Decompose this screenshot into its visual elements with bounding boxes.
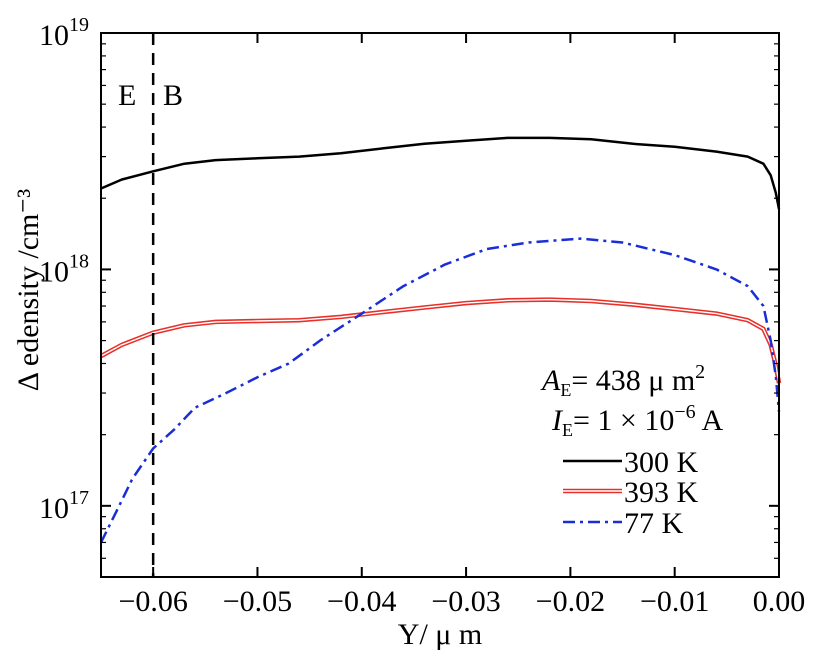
series-0	[100, 136, 781, 210]
legend-label-0: 300 K	[624, 446, 699, 479]
legend-label-2: 77 K	[624, 507, 684, 540]
legend-item-1: 393 K	[563, 476, 699, 509]
x-tick-label-4: −0.02	[536, 585, 605, 618]
x-tick-label-1: −0.05	[223, 585, 292, 618]
legend-item-0: 300 K	[563, 446, 699, 479]
annotation-current: IE= 1 × 10−6 A	[551, 401, 723, 440]
series-line-0	[100, 136, 781, 210]
current-unit: A	[696, 404, 724, 437]
plot-frame	[100, 32, 780, 578]
series-group	[99, 136, 782, 544]
annotation-area: AE= 438 μ m2	[540, 361, 705, 400]
svg-text:AE= 438 μ m2: AE= 438 μ m2	[540, 361, 705, 400]
y-axis-label: Δ edensity /cm⁻³	[12, 189, 45, 391]
legend-item-2: 77 K	[563, 507, 684, 540]
area-superscript: 2	[695, 361, 705, 383]
y-tick-label-1: 1018	[39, 250, 89, 288]
y-tick-label-0: 1017	[39, 487, 89, 525]
series-2	[99, 237, 781, 544]
series-line-1-inner	[100, 298, 780, 384]
current-symbol: I	[551, 404, 564, 437]
current-value: = 1 × 10	[573, 404, 674, 437]
area-value: = 438 μ m	[571, 364, 695, 397]
x-tick-label-0: −0.06	[118, 585, 187, 618]
area-symbol: A	[540, 364, 561, 397]
x-tick-label-6: 0.00	[753, 585, 806, 618]
x-tick-label-3: −0.03	[431, 585, 500, 618]
legend-label-1: 393 K	[624, 476, 699, 509]
x-tick-label-5: −0.01	[640, 585, 709, 618]
series-1	[99, 297, 782, 384]
current-subscript: E	[562, 420, 573, 440]
emitter-region-label: E	[118, 79, 136, 112]
svg-text:IE= 1 × 10−6 A: IE= 1 × 10−6 A	[551, 401, 723, 440]
y-axis-ticks: 1017 1018 1019	[39, 14, 779, 578]
x-axis-ticks: −0.06 −0.05 −0.04 −0.03 −0.02 −0.01 0.00	[118, 33, 805, 618]
current-exponent: −6	[674, 401, 695, 423]
y-tick-label-2: 1019	[39, 14, 89, 52]
area-subscript: E	[560, 380, 571, 400]
x-axis-label: Y/ μ m	[398, 618, 482, 650]
x-tick-label-2: −0.04	[327, 585, 396, 618]
series-line-2	[99, 237, 781, 544]
base-region-label: B	[163, 79, 183, 112]
